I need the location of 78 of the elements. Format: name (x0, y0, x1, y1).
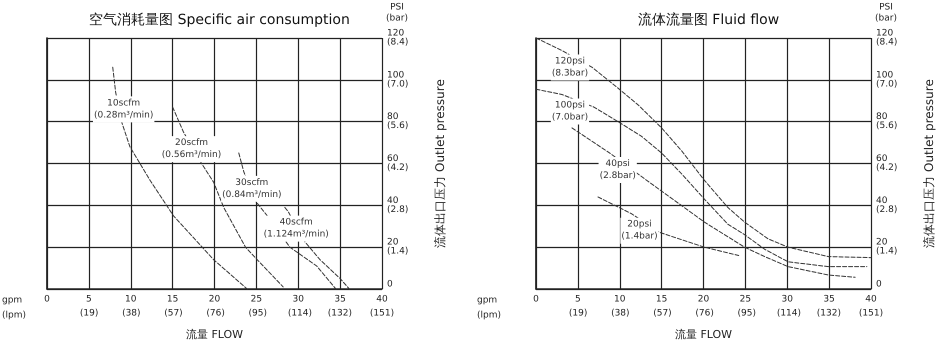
y2-tick-label: (8.4) (387, 38, 408, 48)
x2-tick-label: (151) (370, 308, 394, 318)
series-label: 20psi (1.4bar) (621, 220, 658, 242)
y2-tick-label: (4.2) (876, 163, 898, 173)
x2-tick-label: (95) (738, 308, 756, 318)
x-axis-title: 流量 FLOW (674, 328, 732, 341)
x-tick-label: 20 (208, 294, 220, 304)
series-label: 20scfm (0.56m³/min) (162, 138, 222, 160)
y2-axis-title: 流体出口压力 Outlet pressure (922, 79, 936, 248)
x-tick-label: 25 (250, 294, 262, 304)
x-tick-label: 10 (614, 294, 626, 304)
y2-tick-label: (8.4) (876, 38, 898, 48)
x2-tick-label: (95) (248, 308, 268, 318)
x2-tick-label: (151) (858, 308, 884, 318)
y-tick-label: 120 (876, 28, 894, 38)
x2-tick-label: (19) (568, 308, 588, 318)
x-tick-label: 15 (656, 294, 668, 304)
y-tick-label: 80 (876, 112, 888, 122)
series-label: 120psi (8.3bar) (552, 56, 588, 79)
y2-tick-label: (7.0) (387, 79, 408, 90)
text: PSI (bar) (875, 2, 897, 24)
series-label: 10scfm (0.28m³/min) (94, 98, 154, 120)
x2-tick-label: (132) (816, 308, 841, 318)
y2-tick-label: (1.4) (387, 246, 408, 257)
y2-tick-label: (5.6) (387, 121, 408, 132)
y2-tick-label: (7.0) (876, 79, 898, 90)
y2-tick-label: (4.2) (387, 163, 408, 173)
x2-tick-label: (114) (288, 308, 312, 318)
x2-tick-label: (19) (80, 308, 98, 318)
x2-tick-label: (76) (206, 308, 225, 318)
x2-tick-label: (57) (164, 308, 183, 318)
y2-tick-label: (2.8) (387, 204, 408, 215)
x2-tick-label: (38) (611, 308, 630, 318)
y-tick-label: 80 (387, 112, 399, 122)
x-axis-title: 流量 FLOW (186, 328, 244, 341)
x2-tick-label: (57) (653, 308, 672, 318)
y2-axis-title: 流体出口压力 Outlet pressure (433, 79, 447, 248)
text: PSI (bar) (386, 2, 408, 24)
x-tick-label: 15 (166, 294, 178, 304)
x2-tick-label: (132) (328, 308, 352, 318)
y2-tick-label: (1.4) (876, 246, 898, 257)
x-tick-label: 25 (740, 294, 752, 304)
x-tick-label: 35 (823, 294, 835, 304)
text: gpm (lpm) (477, 296, 502, 320)
x-tick-label: 0 (533, 294, 540, 304)
y-tick-label: 40 (876, 196, 888, 206)
series-label: 40psi (2.8bar) (600, 159, 636, 182)
y-tick-label: 100 (387, 70, 404, 80)
series-label: 40scfm (1.124m³/min) (264, 218, 329, 240)
y2-tick-label: (2.8) (876, 204, 898, 215)
y-tick-label: 100 (876, 70, 894, 80)
y-tick-label: 40 (387, 196, 399, 206)
y-tick-label: 20 (876, 238, 888, 248)
y-tick-label: 20 (387, 238, 399, 248)
chart-title: 空气消耗量图 Specific air consumption (89, 12, 350, 28)
x-tick-label: 10 (125, 294, 137, 304)
y-tick-label: 120 (387, 28, 404, 38)
x-tick-label: 5 (575, 294, 581, 304)
x-tick-label: 0 (44, 294, 50, 304)
series-label: 100psi (7.0bar) (552, 100, 588, 122)
x-tick-label: 40 (376, 294, 388, 304)
chart-title: 流体流量图 Fluid flow (638, 12, 780, 28)
x-tick-label: 30 (292, 294, 304, 304)
x2-tick-label: (38) (122, 308, 141, 318)
y-tick-label: 60 (387, 154, 399, 164)
y-tick-label: 60 (876, 154, 888, 164)
x2-tick-label: (76) (695, 308, 714, 318)
text: gpm (lpm) (2, 296, 26, 320)
x-tick-label: 40 (865, 294, 877, 304)
y-tick-label: 0 (876, 280, 882, 290)
series-label: 30scfm (0.84m³/min) (222, 178, 282, 200)
x-tick-label: 35 (334, 294, 346, 304)
x-tick-label: 5 (86, 294, 92, 304)
x2-tick-label: (114) (776, 308, 802, 318)
x-tick-label: 20 (698, 294, 710, 304)
y-tick-label: 0 (387, 280, 393, 290)
x-tick-label: 30 (782, 294, 794, 304)
y2-tick-label: (5.6) (876, 121, 898, 132)
